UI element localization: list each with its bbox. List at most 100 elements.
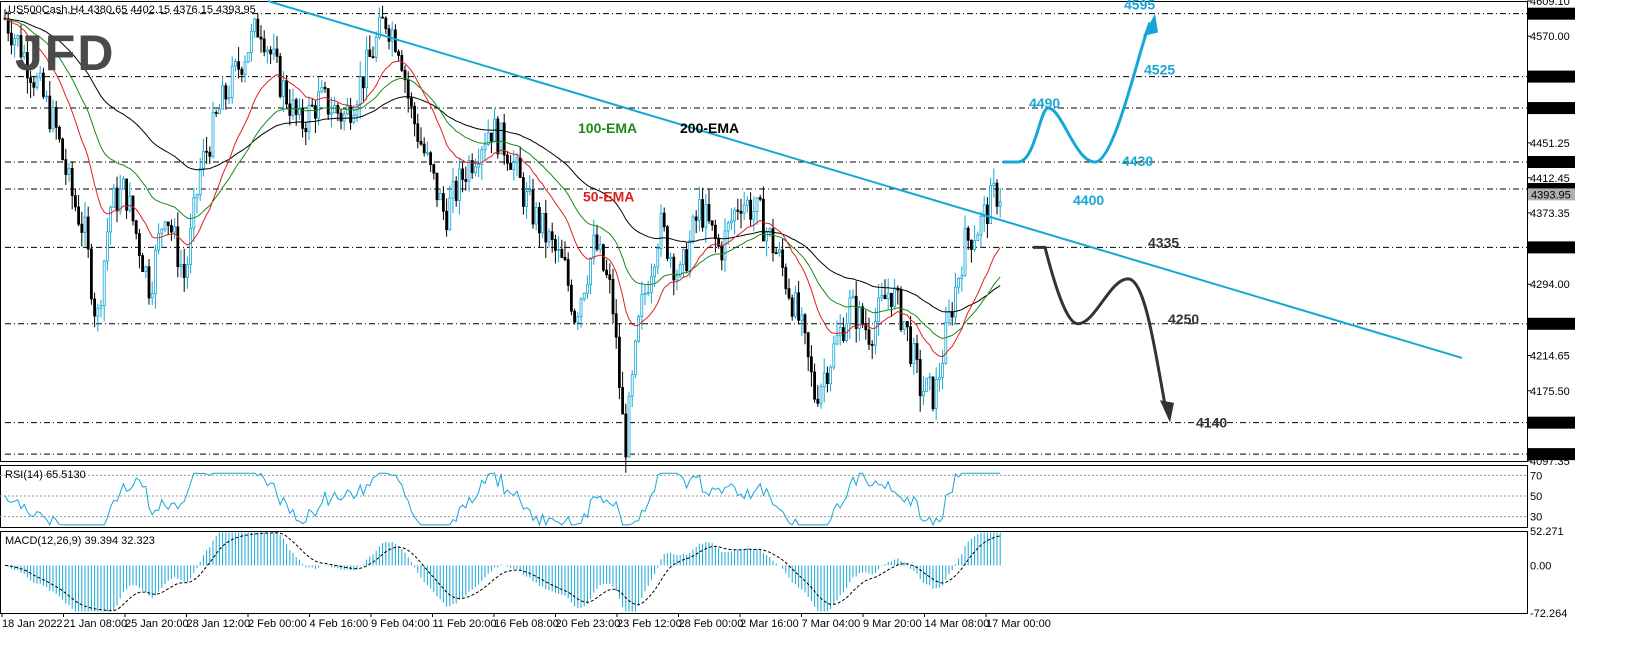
candle-body-51 [166, 221, 170, 226]
level-label-text: 4490.00 [1531, 103, 1571, 115]
candle-body-201 [646, 292, 650, 294]
time-tick-label: 4 Feb 16:00 [310, 618, 369, 630]
candle-body-236 [758, 197, 762, 200]
candle-body-88 [285, 80, 289, 105]
candle-body-141 [454, 180, 458, 201]
candle-body-232 [746, 199, 749, 206]
candle-body-304 [976, 234, 980, 242]
candle-body-279 [896, 288, 900, 291]
candle-body-78 [253, 18, 257, 32]
level-label-text: 4393.95 [1531, 189, 1571, 201]
candle-body-19 [64, 159, 68, 175]
candle-body-23 [77, 206, 80, 225]
candle-body-159 [512, 161, 516, 170]
candle-body-6 [22, 52, 26, 58]
candle-body-299 [960, 275, 964, 279]
candle-body-120 [387, 28, 391, 42]
candle-body-174 [560, 248, 564, 258]
candle-body-187 [602, 244, 605, 271]
candle-body-205 [659, 212, 663, 249]
candle-body-44 [144, 266, 148, 273]
macd-tick-label: 0.00 [1530, 560, 1551, 572]
level-label-box [1528, 155, 1575, 168]
candle-body-66 [214, 112, 218, 115]
level-label-box [1528, 416, 1575, 429]
candle-body-170 [547, 231, 551, 243]
candle-body-219 [704, 204, 708, 228]
candle-body-282 [906, 321, 909, 328]
panel-frame-0 [0, 1, 1528, 462]
level-label-text: 4525.00 [1531, 72, 1571, 84]
candle-body-227 [730, 220, 733, 224]
panel-frame-2 [0, 531, 1528, 614]
candle-body-191 [614, 313, 618, 338]
candle-body-145 [467, 160, 471, 182]
ema-line-100-EMA [4, 18, 1001, 340]
candle-body-140 [451, 180, 455, 199]
candle-body-254 [816, 398, 820, 404]
candle-body-176 [566, 259, 570, 286]
candle-body-177 [570, 284, 573, 312]
candle-body-270 [867, 329, 871, 345]
label-4250: 4250 [1168, 311, 1199, 327]
candle-body-139 [448, 197, 452, 231]
candle-body-81 [262, 38, 266, 53]
candle-body-13 [45, 95, 48, 98]
candle-body-298 [957, 278, 960, 288]
moving-averages [4, 18, 1001, 358]
label-50-ema: 50-EMA [583, 189, 634, 205]
candle-body-155 [499, 122, 503, 155]
candle-body-52 [169, 225, 173, 233]
time-tick-label: 2 Feb 00:00 [248, 618, 307, 630]
candle-body-4 [16, 35, 20, 40]
candle-body-192 [618, 336, 621, 388]
candle-body-210 [675, 275, 679, 281]
candle-body-162 [522, 177, 525, 207]
jfd-logo-text: JFD [15, 25, 115, 81]
candle-body-102 [329, 112, 333, 115]
candle-body-28 [93, 298, 96, 317]
candle-body-115 [371, 56, 375, 59]
label-100-ema: 100-EMA [578, 120, 637, 136]
candle-body-69 [224, 85, 228, 100]
candle-body-255 [819, 386, 823, 404]
candle-body-188 [605, 269, 608, 276]
candle-body-252 [810, 356, 813, 373]
candle-body-197 [634, 340, 637, 376]
candle-body-18 [61, 138, 64, 161]
time-tick-label: 20 Feb 23:00 [556, 618, 621, 630]
candle-body-294 [944, 321, 948, 364]
candle-body-203 [653, 266, 656, 278]
time-tick-label: 16 Feb 08:00 [494, 618, 559, 630]
scenario-arrows [1003, 13, 1174, 423]
candle-body-100 [323, 86, 327, 90]
bearish-arrowhead [1160, 400, 1174, 423]
candle-body-302 [970, 239, 973, 250]
candle-body-92 [297, 107, 301, 115]
candle-body-156 [502, 122, 506, 156]
candle-body-283 [909, 326, 912, 364]
candle-body-186 [598, 244, 602, 250]
candle-body-8 [29, 77, 33, 83]
candle-body-288 [925, 377, 928, 392]
candle-body-284 [912, 343, 916, 364]
time-tick-label: 2 Mar 16:00 [740, 618, 799, 630]
candle-body-240 [771, 228, 775, 254]
candle-body-34 [112, 187, 116, 208]
candle-body-231 [742, 204, 746, 214]
candle-body-71 [230, 65, 234, 98]
candle-body-184 [592, 234, 596, 259]
level-label-box [1528, 7, 1575, 20]
candle-body-208 [669, 256, 672, 259]
candle-body-291 [934, 379, 938, 410]
level-label-box [1528, 448, 1575, 461]
candle-body-80 [259, 36, 263, 40]
candle-body-96 [310, 104, 314, 107]
candle-body-281 [902, 321, 906, 331]
candle-body-20 [67, 167, 71, 175]
candle-body-245 [787, 288, 791, 299]
candle-body-83 [269, 49, 273, 55]
time-tick-label: 11 Feb 20:00 [433, 618, 497, 630]
candle-body-273 [877, 297, 880, 322]
